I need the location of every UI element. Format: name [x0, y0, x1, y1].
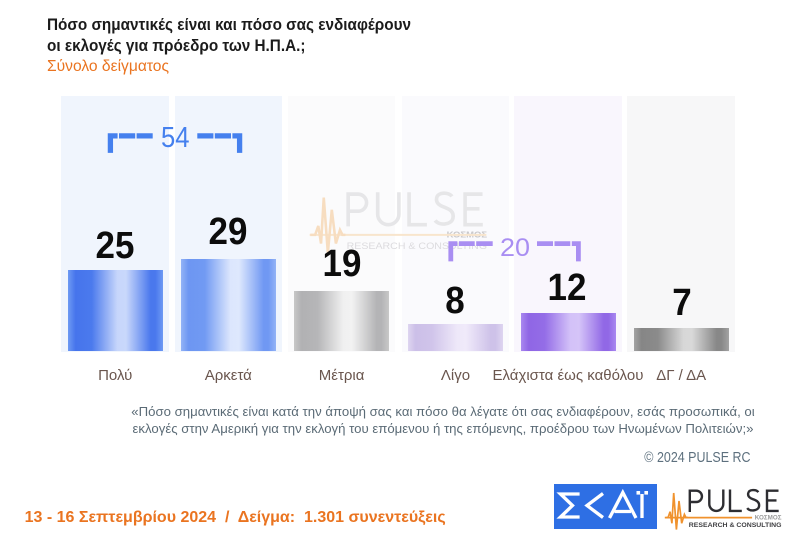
- svg-text:RESEARCH & CONSULTING: RESEARCH & CONSULTING: [347, 240, 487, 251]
- svg-text:20: 20: [500, 234, 530, 262]
- svg-text:54: 54: [161, 122, 190, 154]
- svg-text:ΚΟΣΜΟΣ: ΚΟΣΜΟΣ: [755, 515, 782, 522]
- svg-text:RESEARCH & CONSULTING: RESEARCH & CONSULTING: [689, 522, 782, 529]
